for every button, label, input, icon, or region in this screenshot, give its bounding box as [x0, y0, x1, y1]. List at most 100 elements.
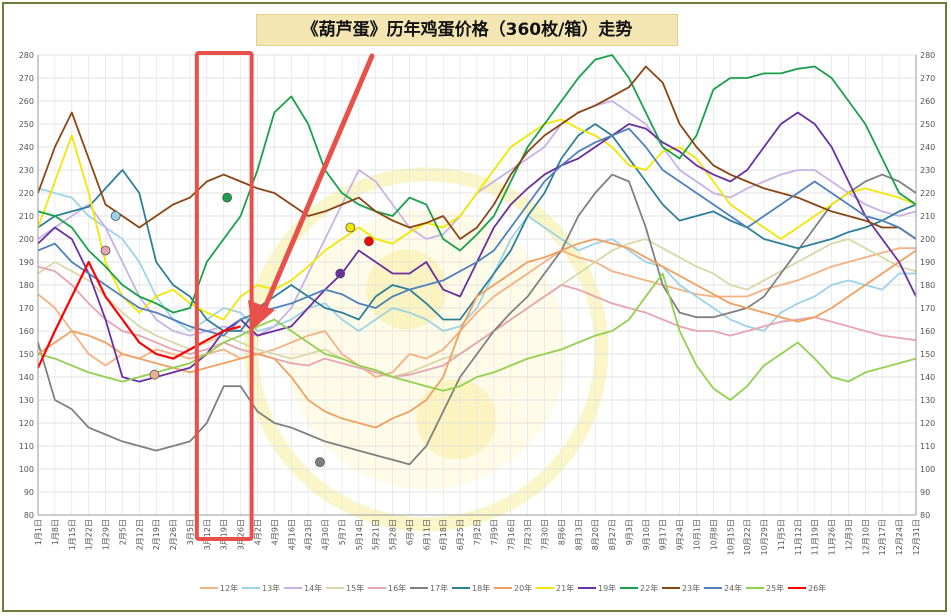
y-tick-label-left: 80 — [24, 511, 34, 520]
x-tick-label: 11月26日 — [828, 519, 837, 555]
y-tick-label-left: 180 — [19, 281, 34, 290]
y-tick-label-right: 160 — [920, 327, 935, 336]
legend: 12年 13年 14年 15年 16年 17年 18年 20年 21年 19年 22年 23年 24年 2… — [200, 583, 826, 593]
y-tick-label-left: 210 — [19, 212, 34, 221]
y-tick-label-right: 280 — [920, 51, 935, 60]
x-tick-label: 4月16日 — [287, 519, 296, 550]
y-tick-label-left: 200 — [19, 235, 34, 244]
y-tick-label-left: 230 — [19, 166, 34, 175]
legend-label-15年: 15年 — [346, 583, 364, 593]
legend-label-18年: 18年 — [472, 583, 490, 593]
y-tick-label-left: 100 — [19, 465, 34, 474]
x-tick-label: 10月1日 — [693, 519, 702, 550]
series-line-25年 — [37, 272, 917, 401]
x-tick-label: 10月15日 — [726, 519, 735, 555]
x-tick-label: 7月23日 — [524, 519, 533, 550]
x-tick-label: 8月13日 — [574, 519, 583, 550]
y-tick-label-right: 170 — [920, 304, 935, 313]
legend-label-19年: 19年 — [598, 583, 616, 593]
x-tick-label: 7月9日 — [490, 519, 499, 545]
y-tick-label-left: 90 — [24, 488, 34, 497]
x-tick-label: 1月1日 — [34, 519, 43, 545]
watermark-dot — [416, 379, 497, 460]
legend-label-20年: 20年 — [514, 583, 532, 593]
x-tick-label: 1月22日 — [85, 519, 94, 550]
y-tick-label-right: 150 — [920, 350, 935, 359]
x-tick-label: 3月12日 — [203, 519, 212, 550]
y-tick-label-right: 260 — [920, 97, 935, 106]
x-tick-label: 12月24日 — [895, 519, 904, 555]
y-tick-label-left: 140 — [19, 373, 34, 382]
y-tick-label-left: 250 — [19, 120, 34, 129]
y-tick-label-left: 280 — [19, 51, 34, 60]
y-tick-label-left: 240 — [19, 143, 34, 152]
legend-label-13年: 13年 — [262, 583, 280, 593]
y-tick-label-left: 160 — [19, 327, 34, 336]
y-tick-label-right: 100 — [920, 465, 935, 474]
x-tick-label: 6月18日 — [439, 519, 448, 550]
x-tick-label: 6月25日 — [456, 519, 465, 550]
x-tick-label: 3月26日 — [237, 519, 246, 550]
y-tick-label-right: 120 — [920, 419, 935, 428]
marker-26年 — [364, 236, 374, 247]
legend-label-23年: 23年 — [682, 583, 700, 593]
x-tick-label: 6月11日 — [422, 519, 431, 550]
highlight-arrow-shaft — [260, 53, 375, 315]
axis-layer: 80 80 90 90 100 100 110 110 120 120 130 130 140 140 15… — [19, 51, 936, 555]
marker-16年 — [149, 369, 160, 380]
y-tick-label-left: 110 — [19, 442, 34, 451]
marker-13年 — [110, 211, 121, 221]
y-tick-label-right: 110 — [920, 442, 935, 451]
y-tick-label-left: 270 — [19, 74, 34, 83]
x-tick-label: 7月30日 — [541, 519, 550, 550]
x-tick-label: 8月20日 — [591, 519, 600, 550]
x-tick-label: 4月23日 — [304, 519, 313, 550]
y-tick-label-right: 270 — [920, 74, 935, 83]
series-line-22年 — [37, 54, 917, 314]
series-line-23年 — [37, 65, 917, 240]
x-tick-label: 12月3日 — [844, 519, 853, 550]
highlight-rect — [194, 51, 254, 541]
y-tick-label-right: 200 — [920, 235, 935, 244]
x-tick-label: 5月28日 — [389, 519, 398, 550]
legend-label-25年: 25年 — [766, 583, 784, 593]
x-tick-label: 6月4日 — [405, 519, 414, 545]
y-tick-label-right: 90 — [920, 488, 930, 497]
y-tick-label-left: 220 — [19, 189, 34, 198]
y-tick-label-right: 190 — [920, 258, 935, 267]
y-tick-label-right: 210 — [920, 212, 935, 221]
y-tick-label-right: 140 — [920, 373, 935, 382]
highlight-box — [194, 51, 375, 541]
marker-19年 — [335, 268, 346, 279]
x-tick-label: 4月2日 — [254, 519, 263, 545]
marker-16年 — [100, 245, 111, 256]
y-tick-label-right: 130 — [920, 396, 935, 405]
x-tick-label: 4月9日 — [270, 519, 279, 545]
x-tick-label: 2月26日 — [169, 519, 178, 550]
x-tick-label: 1月29日 — [102, 519, 111, 550]
y-tick-label-left: 130 — [19, 396, 34, 405]
x-tick-label: 5月21日 — [372, 519, 381, 550]
x-tick-label: 7月2日 — [473, 519, 482, 545]
legend-label-17年: 17年 — [430, 583, 448, 593]
x-tick-label: 2月19日 — [152, 519, 161, 550]
legend-label-22年: 22年 — [640, 583, 658, 593]
x-tick-label: 1月15日 — [68, 519, 77, 550]
y-tick-label-right: 240 — [920, 143, 935, 152]
x-tick-label: 12月10日 — [861, 519, 870, 555]
series-line-17年 — [37, 173, 917, 466]
x-tick-label: 5月14日 — [355, 519, 364, 550]
y-tick-label-right: 180 — [920, 281, 935, 290]
x-tick-label: 11月19日 — [811, 519, 820, 555]
y-tick-label-left: 120 — [19, 419, 34, 428]
series-line-20年 — [37, 238, 917, 429]
x-tick-label: 11月12日 — [794, 519, 803, 555]
x-tick-label: 8月6日 — [557, 519, 566, 545]
x-tick-label: 9月17日 — [659, 519, 668, 550]
x-tick-label: 3月5日 — [186, 519, 195, 545]
marker-21年 — [345, 222, 356, 233]
series-layer — [37, 54, 917, 466]
y-tick-label-right: 230 — [920, 166, 935, 175]
x-tick-label: 12月17日 — [878, 519, 887, 555]
